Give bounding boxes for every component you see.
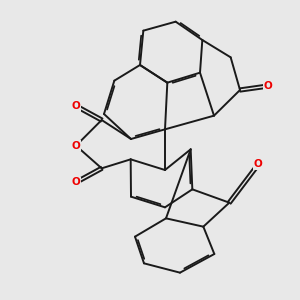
Text: O: O: [72, 141, 80, 151]
Text: O: O: [254, 159, 263, 169]
Text: O: O: [72, 177, 80, 187]
Text: O: O: [264, 81, 273, 91]
Text: O: O: [72, 101, 80, 111]
